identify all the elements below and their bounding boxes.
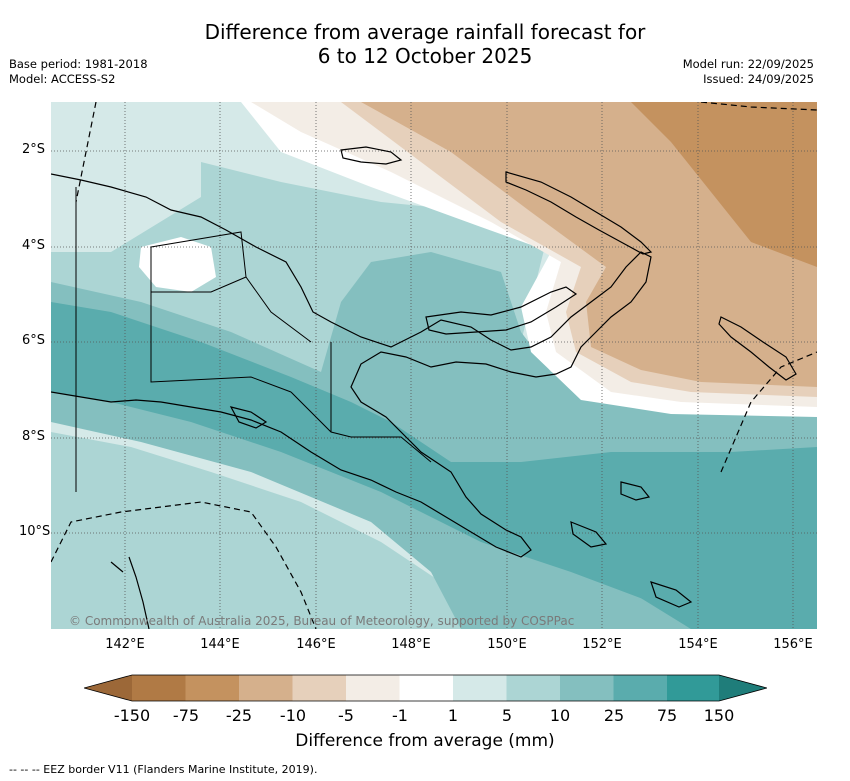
colorbar-title: Difference from average (mm) — [295, 731, 555, 751]
colorbar-tick-label: -25 — [225, 706, 253, 725]
base-period: Base period: 1981-2018 — [9, 57, 148, 71]
new-britain-coastline — [425, 286, 578, 335]
colorbar-tick-label: 10 — [549, 706, 571, 725]
colorbar-tick-label: -10 — [279, 706, 307, 725]
colorbar-tick-label: -75 — [172, 706, 200, 725]
australia-north-coastline — [110, 556, 150, 629]
lon-label-150e: 150°E — [487, 637, 527, 652]
colorbar-segment-11 — [667, 675, 719, 701]
lon-label-148e: 148°E — [391, 637, 431, 652]
colorbar-tick-label: 150 — [703, 706, 735, 725]
band-10-25-lower — [51, 432, 481, 629]
province-lines — [150, 231, 432, 463]
graticule — [51, 102, 817, 629]
manus-coastline — [340, 146, 403, 165]
colorbar-tick-label: 5 — [501, 706, 513, 725]
lon-label-156e: 156°E — [773, 637, 813, 652]
colorbar-segment-6 — [399, 675, 453, 701]
map-title-line2: 6 to 12 October 2025 — [317, 44, 533, 68]
new-guinea-coastline — [51, 173, 652, 558]
colorbar-segment-10 — [613, 675, 667, 701]
eez-borders — [51, 102, 817, 629]
colorbar-segment-1 — [132, 675, 186, 701]
bougainville-coastline — [718, 316, 797, 381]
gulf-islands-coastline — [229, 406, 268, 429]
issued-date: Issued: 24/09/2025 — [703, 72, 814, 86]
band-minus75-minus25 — [631, 102, 817, 267]
colorbar-segment-3 — [239, 675, 293, 701]
eez-border-west — [75, 102, 97, 203]
colorbar-tick-label: -150 — [113, 706, 151, 725]
lat-label-2s: 2°S — [21, 142, 45, 157]
colorbar-segment-2 — [185, 675, 239, 701]
lon-label-142e: 142°E — [105, 637, 145, 652]
colorbar-segment-4 — [292, 675, 346, 701]
band-75-150-southeast — [521, 452, 817, 629]
lon-label-152e: 152°E — [582, 637, 622, 652]
model-run: Model run: 22/09/2025 — [682, 57, 814, 71]
low-anomaly-patch — [139, 237, 216, 292]
colorbar-segment-5 — [346, 675, 400, 701]
eez-border-southwest — [51, 501, 317, 629]
metadata-left: Base period: 1981-2018 Model: ACCESS-S2 — [9, 57, 148, 87]
southeast-islands-coastline — [570, 481, 693, 608]
lat-label-6s: 6°S — [21, 333, 45, 348]
metadata-right: Model run: 22/09/2025 Issued: 24/09/2025 — [683, 57, 814, 87]
map-title-line1: Difference from average rainfall forecas… — [204, 20, 646, 44]
colorbar-extend-high — [719, 675, 767, 701]
colorbar-extend-low — [84, 675, 132, 701]
colorbar-tick-label: 75 — [656, 706, 678, 725]
coastlines — [51, 146, 797, 629]
credit-text: © Commonwealth of Australia 2025, Bureau… — [69, 614, 575, 628]
province-borders — [75, 187, 432, 492]
new-ireland-coastline — [505, 171, 653, 255]
colorbar-segment-8 — [506, 675, 560, 701]
eez-border-north — [700, 102, 817, 111]
colorbar-tick-label: -5 — [338, 706, 354, 725]
map-title: Difference from average rainfall forecas… — [0, 20, 850, 68]
eez-legend: -- -- -- EEZ border V11 (Flanders Marine… — [9, 763, 318, 776]
colorbar-tick-label: 1 — [447, 706, 459, 725]
lon-label-146e: 146°E — [296, 637, 336, 652]
lat-label-10s: 10°S — [19, 524, 51, 539]
colorbar-segment-7 — [453, 675, 507, 701]
colorbar-tick-label: -1 — [392, 706, 408, 725]
model-name: Model: ACCESS-S2 — [9, 72, 116, 86]
lon-label-154e: 154°E — [678, 637, 718, 652]
colorbar — [84, 674, 767, 702]
lat-label-8s: 8°S — [21, 429, 45, 444]
colorbar-segment-9 — [560, 675, 614, 701]
lon-label-144e: 144°E — [200, 637, 240, 652]
rainfall-map — [51, 102, 817, 629]
eez-border-southeast — [720, 351, 817, 473]
lat-label-4s: 4°S — [21, 238, 45, 253]
map-panel — [51, 102, 817, 629]
colorbar-tick-label: 25 — [603, 706, 625, 725]
